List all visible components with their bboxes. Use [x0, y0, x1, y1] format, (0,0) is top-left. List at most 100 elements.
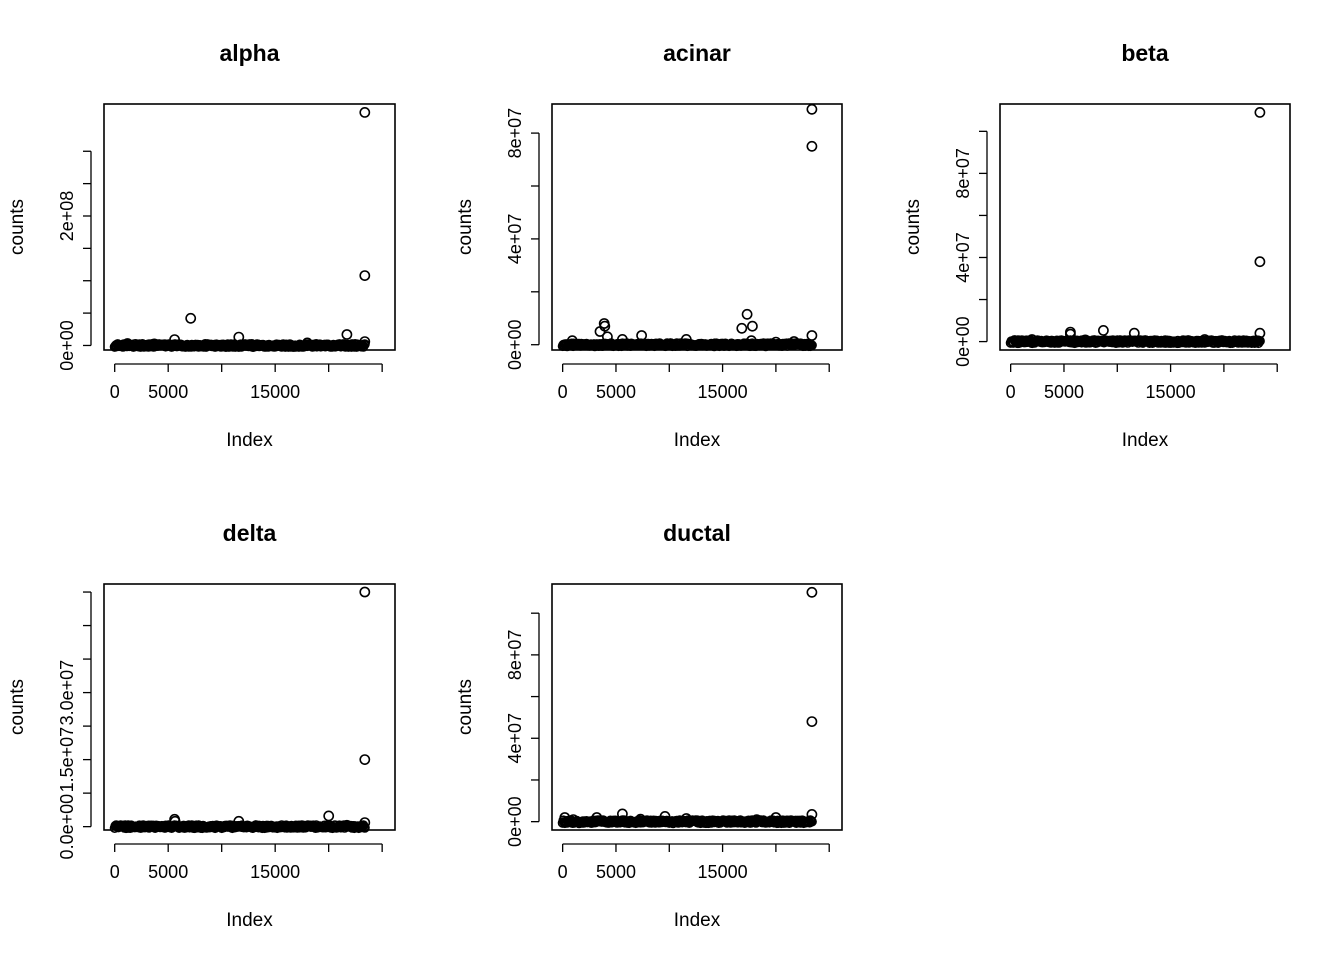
data-point	[567, 814, 579, 825]
data-point	[566, 335, 578, 347]
chart-title: delta	[223, 520, 277, 546]
panel-beta: beta Index counts 0 5000 15000 0e+00 4e+07 8e+07	[903, 40, 1291, 451]
plot-frame	[103, 103, 396, 351]
y-axis-label: counts	[455, 199, 476, 255]
y-tick-label: 0e+00	[57, 320, 77, 371]
data-point	[1254, 256, 1266, 268]
x-tick-label: 5000	[148, 382, 188, 402]
y-tick-label: 8e+07	[953, 148, 973, 199]
data-point	[736, 322, 748, 334]
data-point	[185, 312, 197, 324]
x-axis-label: Index	[226, 910, 273, 931]
data-point	[359, 270, 371, 281]
x-tick-label: 5000	[148, 862, 188, 882]
y-tick-label: 0e+00	[505, 796, 525, 847]
x-tick-label: 15000	[698, 382, 748, 402]
data-point	[635, 813, 646, 825]
y-tick-label: 0e+00	[953, 316, 973, 367]
x-axis-label: Index	[674, 430, 721, 451]
y-axis-label: counts	[7, 199, 28, 255]
chart-title: ductal	[663, 520, 731, 546]
y-tick-label: 8e+07	[505, 630, 525, 681]
x-axis-label: Index	[1122, 430, 1169, 451]
x-tick-label: 15000	[1146, 382, 1196, 402]
chart-title: beta	[1121, 40, 1169, 66]
y-axis-label: counts	[903, 199, 924, 255]
data-point	[359, 754, 371, 765]
data-point	[617, 808, 628, 820]
y-axis-label: counts	[455, 679, 476, 735]
data-point	[806, 716, 818, 727]
data-point	[359, 822, 370, 833]
data-point	[741, 308, 753, 320]
chart-title: acinar	[663, 40, 731, 66]
x-tick-label: 0	[110, 382, 120, 402]
data-point	[806, 103, 818, 115]
panel-acinar: acinar Index counts 0 5000 15000 0e+00 4e+07 8e+…	[455, 40, 843, 451]
data-point	[169, 334, 180, 345]
data-point	[301, 337, 313, 349]
x-tick-label: 0	[1006, 382, 1016, 402]
x-tick-label: 15000	[250, 862, 300, 882]
plot-frame	[551, 583, 843, 831]
data-point	[602, 331, 613, 343]
x-tick-label: 15000	[698, 862, 748, 882]
data-point	[341, 329, 353, 340]
plot-frame	[999, 103, 1291, 351]
y-tick-label: 4e+07	[505, 713, 525, 764]
x-tick-label: 15000	[250, 382, 300, 402]
x-tick-label: 0	[558, 862, 568, 882]
y-tick-label: 8e+07	[505, 108, 525, 159]
data-point	[323, 810, 335, 822]
data-point	[806, 586, 818, 598]
x-tick-label: 5000	[596, 382, 636, 402]
x-axis-label: Index	[674, 910, 721, 931]
y-tick-label: 4e+07	[953, 232, 973, 283]
y-tick-label: 2e+08	[57, 191, 77, 242]
data-point	[359, 336, 371, 347]
data-point	[806, 816, 817, 827]
plot-frame	[103, 583, 396, 831]
data-point	[148, 338, 160, 350]
data-point	[1254, 327, 1266, 339]
data-point	[617, 333, 628, 345]
baseline-points	[1005, 335, 1265, 349]
data-point	[680, 333, 692, 345]
data-point	[770, 336, 782, 348]
data-point	[806, 140, 818, 152]
panel-ductal: ductal Index counts 0 5000 15000 0e+00 4e+07 8e+…	[455, 520, 843, 931]
x-axis-label: Index	[226, 430, 273, 451]
x-tick-label: 0	[558, 382, 568, 402]
data-point	[1026, 334, 1038, 345]
data-point	[1254, 107, 1266, 118]
data-point	[770, 812, 782, 823]
data-point	[1098, 324, 1109, 336]
data-point	[747, 320, 758, 332]
data-point	[1128, 327, 1140, 339]
panel-delta: delta Index counts 0 5000 15000 0.0e+001.5e+07…	[7, 520, 396, 931]
data-point	[359, 107, 371, 118]
data-point	[1065, 328, 1076, 340]
data-point	[1079, 334, 1091, 346]
data-point	[636, 330, 647, 341]
data-point	[806, 330, 818, 341]
data-point	[122, 338, 133, 349]
data-point	[594, 326, 606, 337]
data-point	[806, 809, 818, 820]
data-point	[591, 812, 603, 823]
data-point	[233, 815, 245, 827]
y-axis-label: counts	[7, 679, 28, 735]
data-point	[751, 814, 763, 825]
data-point	[1199, 334, 1211, 345]
y-tick-label: 0e+00	[505, 319, 525, 370]
data-point	[659, 811, 671, 822]
data-point	[788, 336, 800, 347]
x-tick-label: 0	[110, 862, 120, 882]
x-tick-label: 5000	[596, 862, 636, 882]
data-point	[746, 335, 757, 347]
data-point	[680, 813, 692, 824]
data-point	[359, 817, 371, 828]
y-tick-label: 0.0e+00	[57, 794, 77, 860]
data-point	[169, 815, 181, 827]
